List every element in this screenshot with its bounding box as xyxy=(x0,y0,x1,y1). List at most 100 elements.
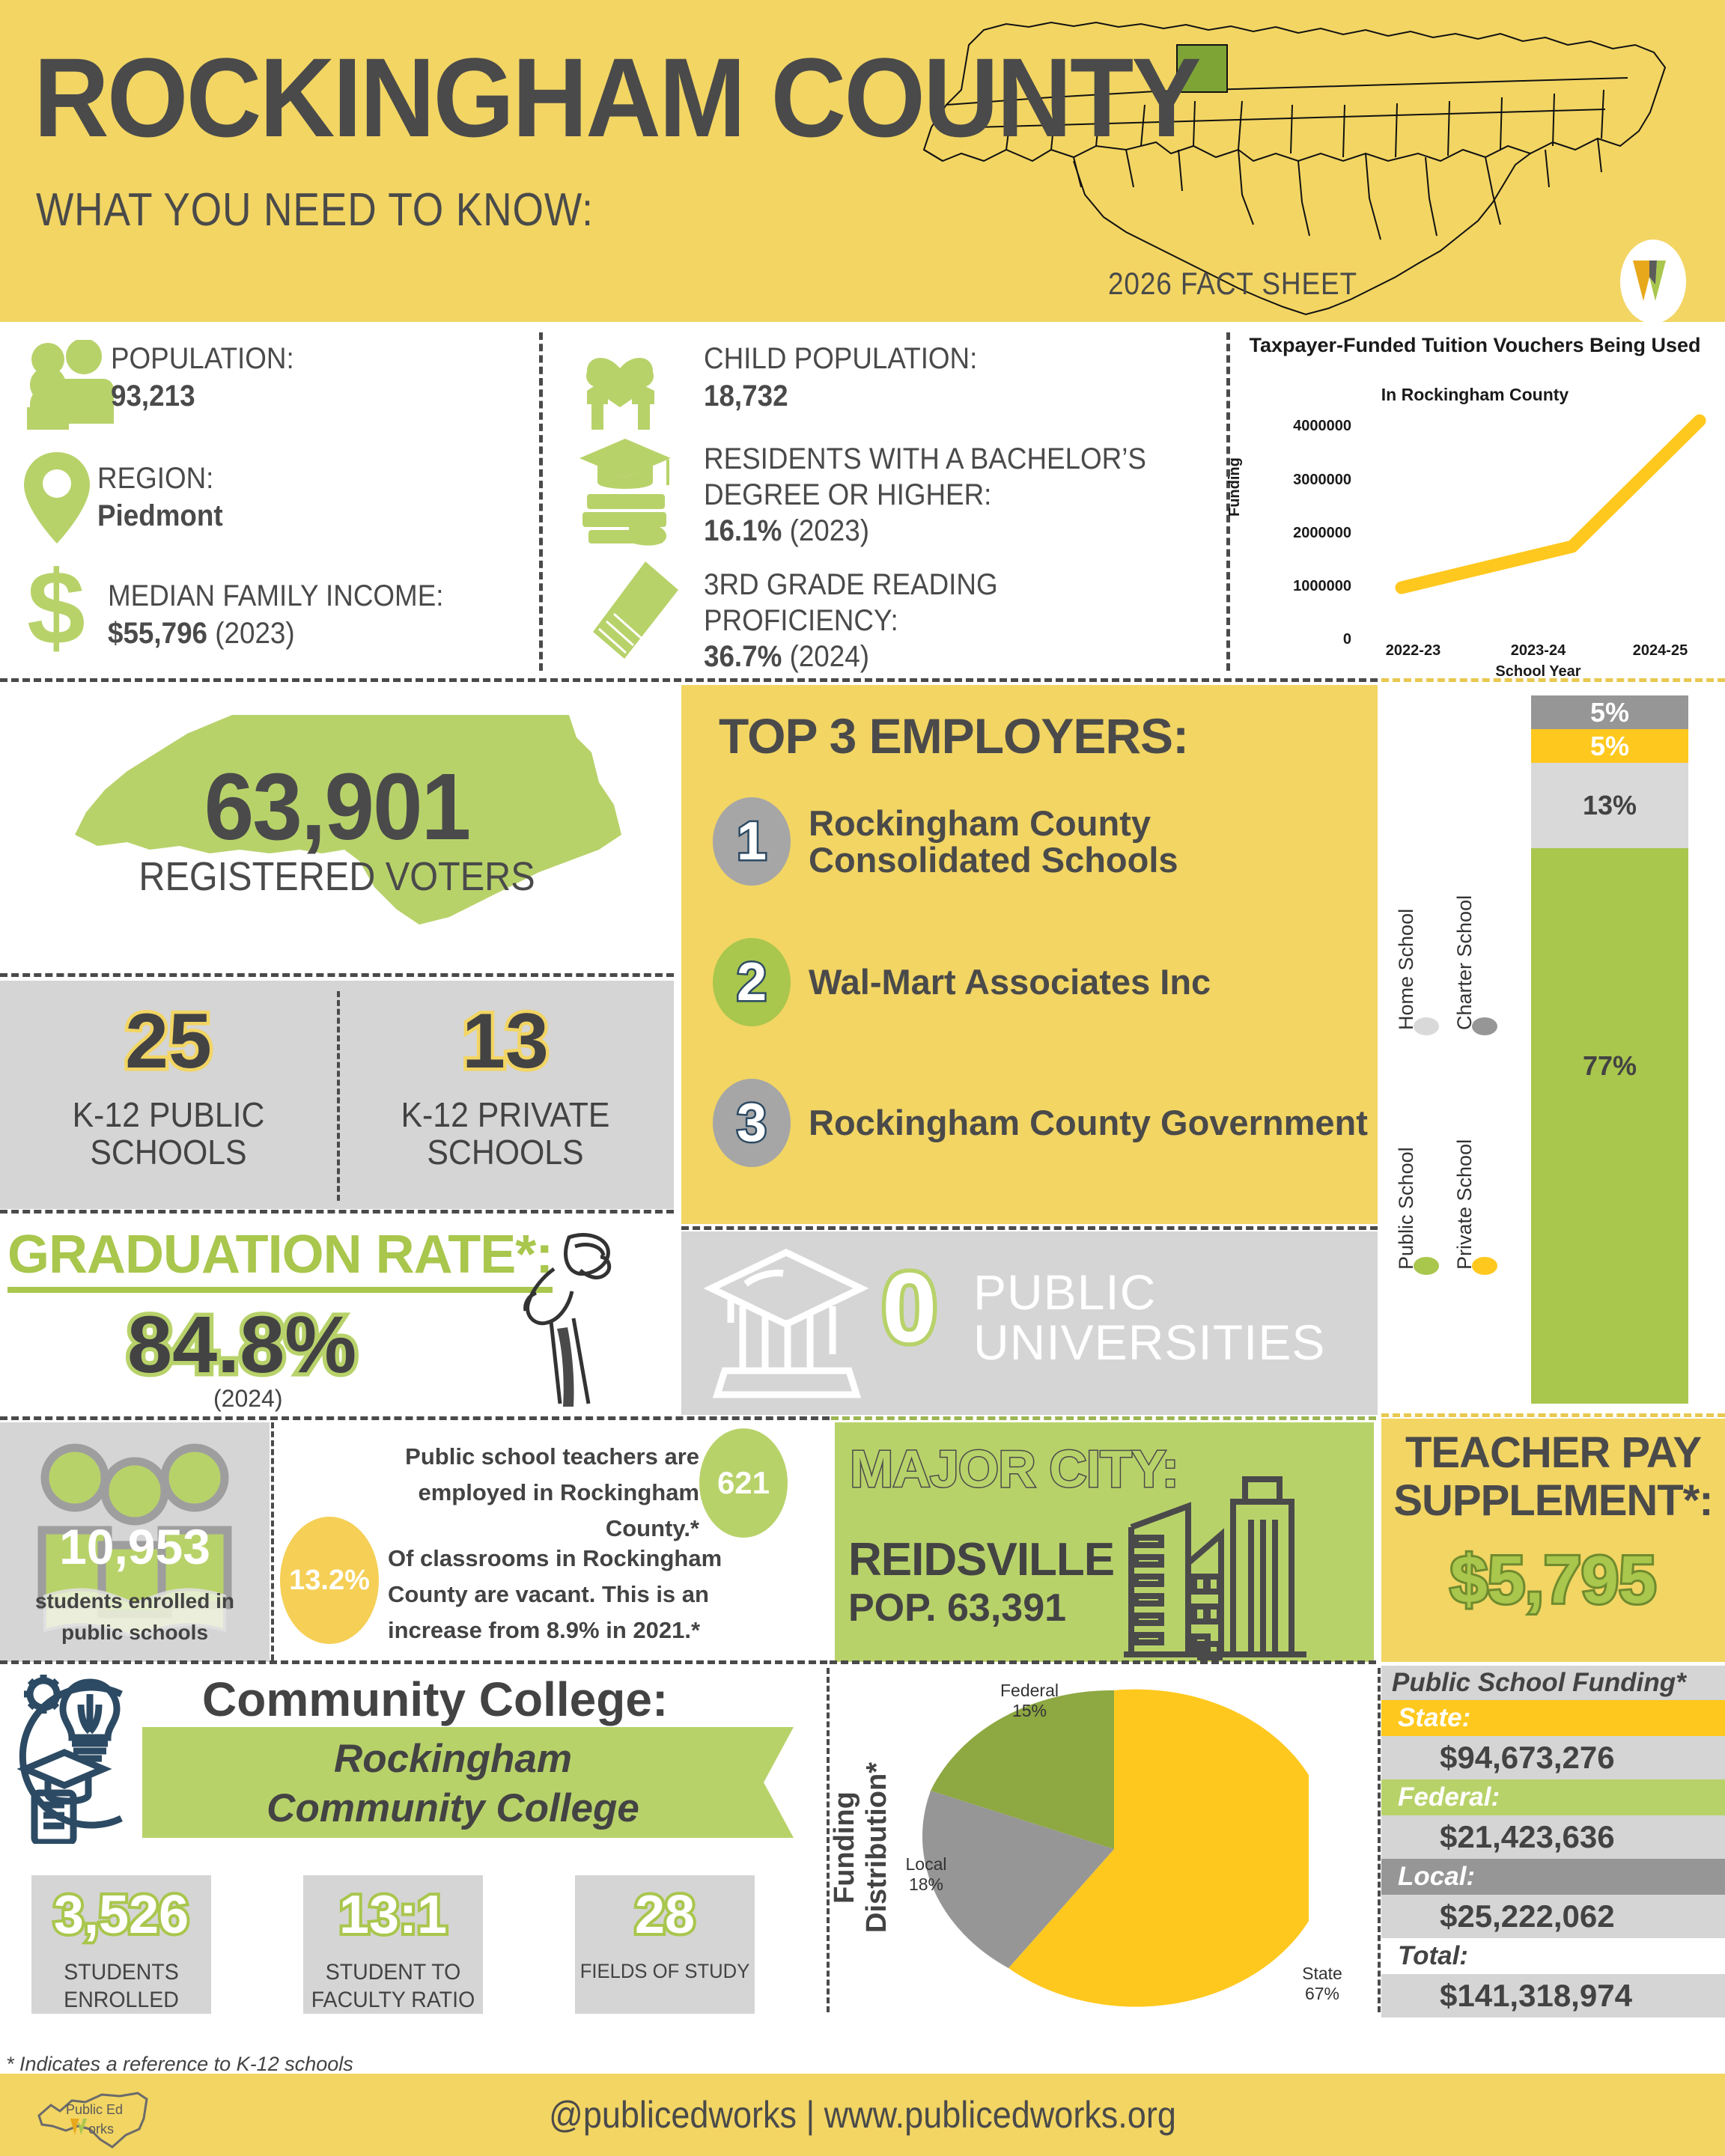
private-schools-count: 13 xyxy=(459,995,553,1088)
legend-label-home-school: Home School xyxy=(1395,908,1417,1030)
pie-label-state: State 67% xyxy=(1302,1964,1342,2004)
funding-row-federal-amount: $21,423,636 xyxy=(1381,1815,1725,1859)
line-chart-subtitle: In Rockingham County xyxy=(1381,385,1569,404)
bachelors-label-line1: RESIDENTS WITH A BACHELOR’S xyxy=(704,442,1146,475)
major-city-title: MAJOR CITY: xyxy=(849,1439,1181,1499)
divider-v-enrolled xyxy=(271,1422,274,1660)
university-building-icon xyxy=(703,1249,869,1398)
city-buildings-icon xyxy=(1124,1476,1306,1660)
employer-row-1: 1 Rockingham County Consolidated Schools xyxy=(713,797,1372,886)
cc-stat-enrolled: 3,526 STUDENTS ENROLLED xyxy=(31,1875,211,2014)
cc-stat-fields: 28 FIELDS OF STUDY xyxy=(575,1875,755,2014)
teacher-pay-title: TEACHER PAY SUPPLEMENT*: xyxy=(1393,1428,1713,1525)
public-schools-block: 25 K-12 PUBLIC SCHOOLS xyxy=(0,981,337,1209)
teacher-pay-value: $5,795 xyxy=(1448,1541,1658,1620)
book-icon xyxy=(593,561,678,659)
public-universities-label: PUBLIC UNIVERSITIES xyxy=(973,1264,1326,1371)
y-tick-2000000: 2000000 xyxy=(1293,525,1351,541)
k12-schools-panel: 25 K-12 PUBLIC SCHOOLS 13 K-12 PRIVATE SCH… xyxy=(0,981,674,1209)
page-title: ROCKINGHAM COUNTY xyxy=(34,34,1202,160)
public-schools-label: K-12 PUBLIC SCHOOLS xyxy=(72,1095,265,1172)
publiced-works-logo-icon xyxy=(1620,240,1686,322)
footnote: * Indicates a reference to K-12 schools xyxy=(6,2053,353,2075)
divider-v-funding xyxy=(1378,1668,1381,2012)
nc-state-shape-icon xyxy=(75,715,621,925)
reading-value: 36.7% xyxy=(704,640,782,673)
x-tick-2023-24: 2023-24 xyxy=(1510,642,1566,659)
private-schools-label: K-12 PRIVATE SCHOOLS xyxy=(401,1095,610,1172)
cc-enrolled-value: 3,526 xyxy=(51,1882,192,1948)
public-universities-count: 0 xyxy=(877,1252,940,1362)
teacher-text-line3: County.* xyxy=(605,1515,699,1541)
x-tick-2024-25: 2024-25 xyxy=(1632,642,1688,659)
divider-h1 xyxy=(0,678,1378,682)
employer-name-2: Wal-Mart Associates Inc xyxy=(809,962,1211,1002)
funding-row-state-amount: $94,673,276 xyxy=(1381,1736,1725,1779)
y-tick-4000000: 4000000 xyxy=(1293,418,1351,434)
cc-stat-ratio: 13:1 STUDENT TO FACULTY RATIO xyxy=(303,1875,483,2014)
x-tick-2022-23: 2022-23 xyxy=(1385,642,1441,659)
public-universities-panel: 0 PUBLIC UNIVERSITIES xyxy=(681,1231,1378,1415)
top-employers-panel: TOP 3 EMPLOYERS: 1 Rockingham County Con… xyxy=(681,685,1378,1224)
divider-2 xyxy=(1226,332,1230,671)
stack-segment-private: 5% xyxy=(1531,729,1688,763)
reading-value-row: 36.7% (2024) xyxy=(704,640,869,673)
legend-dot-private-school xyxy=(1472,1257,1497,1275)
divider-h3 xyxy=(0,1210,674,1213)
bachelors-value-row: 16.1% (2023) xyxy=(704,514,869,547)
enrollment-stacked-bar-chart: 5% 5% 13% 77% Home School Charter School… xyxy=(1385,685,1725,1415)
diploma-hand-icon xyxy=(523,1233,612,1407)
reading-year: (2024) xyxy=(789,640,869,673)
stack-segment-home: 13% xyxy=(1531,763,1688,848)
public-school-funding-table: Public School Funding* State: $94,673,27… xyxy=(1381,1666,1725,2018)
y-tick-3000000: 3000000 xyxy=(1293,472,1351,488)
teacher-text-line2: employed in Rockingham xyxy=(418,1479,699,1505)
region-value: Piedmont xyxy=(97,499,223,532)
child-population-value: 18,732 xyxy=(704,380,788,412)
income-value-row: $55,796 (2023) xyxy=(108,617,295,650)
legend-dot-home-school xyxy=(1414,1017,1439,1035)
top-employers-title: TOP 3 EMPLOYERS: xyxy=(719,708,1189,764)
funding-row-federal-label: Federal: xyxy=(1381,1779,1725,1815)
income-value: $55,796 xyxy=(108,617,208,650)
people-icon xyxy=(27,340,114,430)
teacher-text-line6: increase from 8.9% in 2021.* xyxy=(388,1617,701,1643)
fact-sheet-year: 2026 FACT SHEET xyxy=(1108,266,1357,301)
legend-label-public-school: Public School xyxy=(1395,1147,1417,1270)
teacher-text-line1: Public school teachers are xyxy=(405,1443,699,1470)
line-chart-series xyxy=(1395,414,1706,594)
divider-h5b xyxy=(831,1416,1376,1420)
bachelors-label-line2: DEGREE OR HIGHER: xyxy=(704,478,992,511)
bachelors-value: 16.1% xyxy=(704,514,782,547)
dollar-sign-icon: $ xyxy=(27,555,85,664)
education-gear-bulb-icon xyxy=(16,1675,123,1844)
location-pin-icon xyxy=(24,452,90,543)
teacher-count-bubble: 621 xyxy=(699,1428,788,1538)
major-city-name: REIDSVILLE xyxy=(848,1534,1115,1586)
pie-chart-graphic xyxy=(922,1689,1309,2007)
divider-h2 xyxy=(0,973,674,977)
students-enrolled-label: students enrolled in public schools xyxy=(34,1589,235,1644)
students-group-icon xyxy=(37,1443,232,1639)
divider-h4 xyxy=(681,1226,1378,1230)
bachelors-year: (2023) xyxy=(789,514,869,547)
employer-rank-badge-3: 3 xyxy=(713,1079,791,1167)
stack-segment-public: 77% xyxy=(1531,848,1688,1404)
x-axis-label: School Year xyxy=(1495,663,1581,680)
header-banner: ROCKINGHAM COUNTY WHAT YOU NEED TO KNOW:… xyxy=(0,0,1725,322)
private-schools-block: 13 K-12 PRIVATE SCHOOLS xyxy=(337,981,674,1209)
students-enrolled-number: 10,953 xyxy=(59,1519,210,1574)
divider-v-pie xyxy=(827,1668,830,2012)
graduation-books-icon xyxy=(579,439,671,546)
publiced-works-footer-logo: Public Ed orks xyxy=(37,2092,148,2149)
registered-voters-label: REGISTERED VOTERS xyxy=(139,854,535,899)
stack-segment-charter: 5% xyxy=(1531,695,1688,729)
community-college-name: Rockingham Community College xyxy=(267,1737,639,1831)
cc-fields-value: 28 xyxy=(632,1882,698,1948)
svg-text:orks: orks xyxy=(88,2122,114,2137)
legend-dot-public-school xyxy=(1414,1257,1439,1275)
income-label: MEDIAN FAMILY INCOME: xyxy=(108,579,444,612)
graduation-rate-year: (2024) xyxy=(213,1385,283,1412)
funding-table-header: Public School Funding* xyxy=(1381,1666,1725,1700)
cc-ratio-value: 13:1 xyxy=(336,1882,450,1948)
